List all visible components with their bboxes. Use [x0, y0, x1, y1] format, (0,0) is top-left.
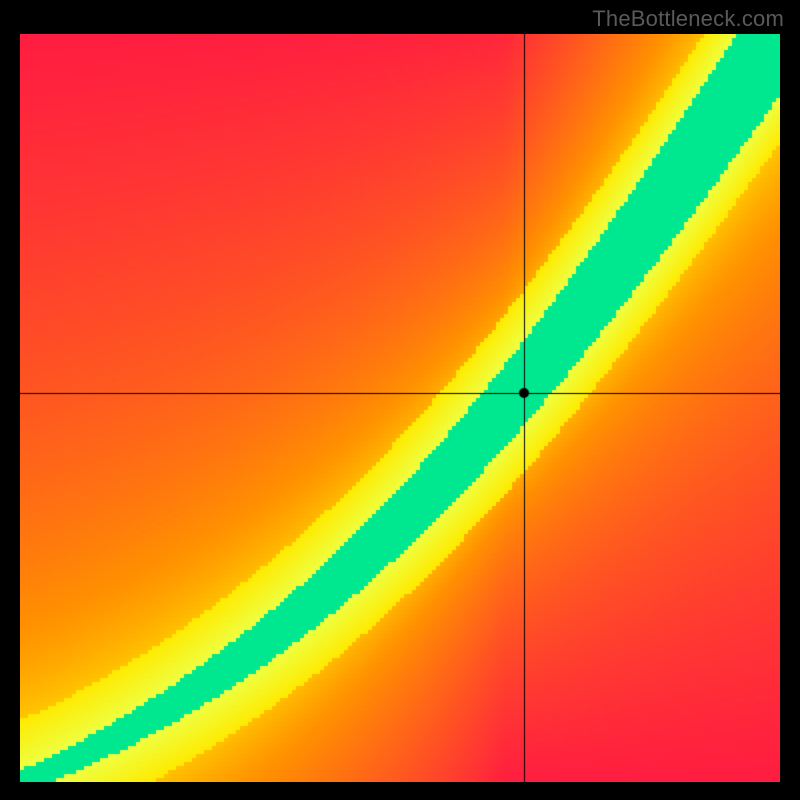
watermark-text: TheBottleneck.com — [592, 6, 784, 32]
bottleneck-heatmap — [20, 34, 780, 782]
chart-container: TheBottleneck.com — [0, 0, 800, 800]
